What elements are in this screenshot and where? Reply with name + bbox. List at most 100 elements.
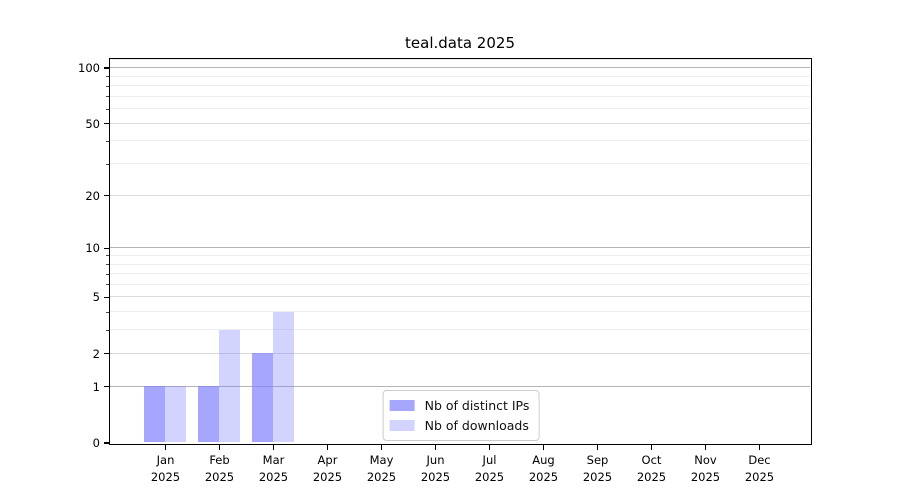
x-tick-mark [704, 444, 707, 450]
x-tick-label: Jul 2025 [458, 452, 522, 485]
y-tick-mark [103, 67, 109, 69]
legend-row: Nb of downloads [389, 416, 530, 436]
plot-area [108, 57, 812, 445]
y-minor-tick-mark [105, 273, 109, 275]
gridline-minor [109, 140, 810, 142]
y-tick-mark [103, 195, 109, 197]
y-tick-label: 50 [85, 116, 100, 131]
y-minor-tick-mark [105, 85, 109, 87]
gridline-minor [109, 283, 810, 285]
bar-downloads-jan [165, 386, 186, 443]
x-tick-year: 2025 [474, 469, 505, 484]
x-tick-year: 2025 [420, 469, 451, 484]
gridline-minor [109, 59, 810, 61]
legend: Nb of distinct IPs Nb of downloads [382, 390, 540, 441]
legend-swatch [389, 419, 415, 431]
x-tick-mark [164, 444, 167, 450]
y-tick-label: 10 [85, 241, 100, 256]
y-tick-label: 0 [92, 436, 100, 450]
y-tick-mark [103, 296, 109, 299]
gridline-major [109, 352, 810, 354]
y-minor-tick-mark [105, 264, 109, 266]
bar-downloads-mar [273, 311, 294, 443]
x-tick-month: Apr [317, 453, 338, 467]
y-minor-tick-mark [105, 311, 109, 313]
legend-swatch [389, 400, 415, 412]
x-tick-year: 2025 [690, 469, 721, 484]
y-minor-tick-mark [105, 96, 109, 98]
x-tick-month: Aug [532, 453, 555, 467]
y-minor-tick-mark [105, 140, 109, 142]
y-tick-mark [103, 122, 109, 125]
y-tick-label: 1 [92, 379, 100, 394]
x-tick-month: Feb [209, 453, 230, 467]
bar-distinct-ips-feb [198, 386, 219, 443]
x-tick-month: Jan [156, 453, 175, 467]
x-tick-month: Nov [694, 453, 717, 467]
bar-distinct-ips-mar [252, 353, 273, 443]
legend-label: Nb of distinct IPs [424, 398, 530, 414]
gridline-minor [109, 85, 810, 87]
x-tick-month: Jun [426, 453, 445, 467]
x-tick-label: Nov 2025 [674, 452, 738, 485]
x-tick-year: 2025 [204, 469, 235, 484]
legend-label: Nb of downloads [424, 417, 529, 433]
x-tick-month: Jul [482, 453, 497, 467]
y-minor-tick-mark [105, 108, 109, 110]
x-tick-mark [542, 444, 545, 450]
x-tick-mark [380, 444, 383, 450]
x-tick-label: Jun 2025 [404, 452, 468, 485]
y-tick-label: 100 [78, 61, 100, 76]
gridline-minor [109, 108, 810, 110]
x-tick-label: Dec 2025 [728, 452, 792, 485]
gridline-major [109, 122, 810, 124]
y-minor-tick-mark [105, 255, 109, 257]
y-tick-label: 2 [92, 346, 100, 361]
y-minor-tick-mark [105, 163, 109, 165]
x-tick-mark [650, 444, 653, 450]
y-minor-tick-mark [105, 329, 109, 331]
x-tick-year: 2025 [258, 469, 289, 484]
x-tick-year: 2025 [150, 469, 181, 484]
gridline-major-emphasized [109, 385, 810, 387]
y-tick-mark [103, 386, 109, 388]
gridline-major-emphasized [109, 67, 810, 69]
chart-title: teal.data 2025 [405, 34, 515, 52]
gridline-minor [109, 311, 810, 313]
x-tick-month: Mar [262, 453, 285, 467]
plot-inner [109, 59, 810, 443]
bar-downloads-feb [219, 329, 240, 443]
x-tick-year: 2025 [582, 469, 613, 484]
x-tick-label: Feb 2025 [188, 452, 252, 485]
x-tick-label: Sep 2025 [566, 452, 630, 485]
legend-row: Nb of distinct IPs [389, 396, 530, 416]
x-tick-month: Sep [586, 453, 609, 467]
gridline-major [109, 194, 810, 196]
gridline-minor [109, 273, 810, 275]
y-tick-mark [103, 247, 109, 249]
gridline-minor [109, 163, 810, 165]
x-tick-year: 2025 [528, 469, 559, 484]
x-tick-label: Mar 2025 [242, 452, 306, 485]
gridline-minor [109, 95, 810, 97]
x-tick-mark [758, 444, 761, 450]
y-tick-mark [103, 353, 109, 355]
bar-distinct-ips-jan [144, 386, 165, 443]
y-minor-tick-mark [105, 284, 109, 286]
x-tick-mark [272, 444, 275, 450]
x-tick-mark [488, 444, 491, 450]
x-tick-label: Jan 2025 [134, 452, 198, 485]
x-tick-mark [434, 444, 437, 450]
y-tick-mark [103, 442, 109, 444]
x-tick-month: Dec [748, 453, 771, 467]
gridline-major [109, 296, 810, 298]
x-tick-month: Oct [641, 453, 662, 467]
x-tick-label: Apr 2025 [296, 452, 360, 485]
x-tick-year: 2025 [366, 469, 397, 484]
x-tick-label: May 2025 [350, 452, 414, 485]
x-tick-mark [596, 444, 599, 450]
x-tick-year: 2025 [312, 469, 343, 484]
y-tick-label: 5 [92, 290, 100, 305]
x-tick-mark [326, 444, 329, 450]
